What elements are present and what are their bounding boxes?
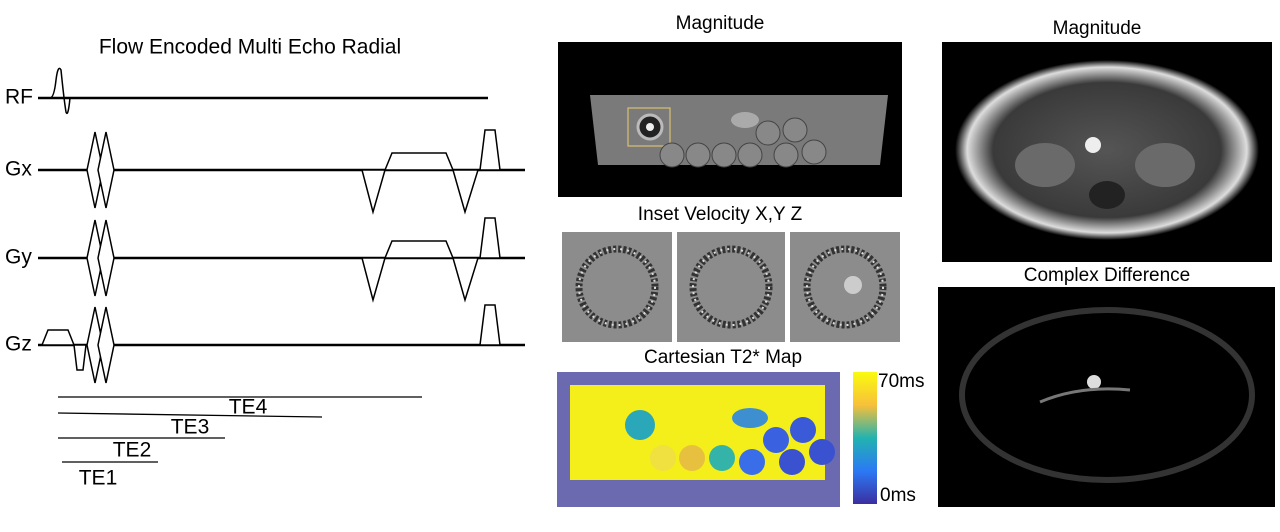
te-label: TE3 — [171, 416, 210, 439]
velocity-insets — [562, 232, 900, 342]
colorbar-label: 0ms — [880, 485, 916, 506]
te-label: TE2 — [113, 439, 152, 462]
image-title: Cartesian T2* Map — [644, 347, 802, 368]
colorbar — [853, 372, 877, 504]
gx-gradient — [38, 129, 525, 215]
gz-gradient — [38, 304, 525, 384]
axis-label: Gx — [5, 158, 32, 181]
image-title: Magnitude — [1053, 18, 1142, 39]
te-label: TE1 — [79, 467, 118, 490]
image-title: Magnitude — [676, 13, 765, 34]
t2-map — [557, 372, 840, 507]
gy-gradient — [38, 217, 525, 303]
abdomen-magnitude — [942, 42, 1272, 262]
image-title: Inset Velocity X,Y Z — [638, 204, 803, 225]
rf-pulse — [49, 67, 71, 115]
axis-label: RF — [5, 86, 33, 109]
complex-difference — [938, 287, 1275, 507]
echo-times: TE4 TE3 TE2 TE1 — [57, 396, 422, 490]
image-title: Complex Difference — [1024, 265, 1191, 286]
colorbar-label: 70ms — [878, 371, 924, 392]
phantom-images: Magnitude Inset Velocity X,Y Z Cartesian… — [557, 13, 924, 507]
pulse-sequence: Flow Encoded Multi Echo Radial RF Gx Gy … — [5, 36, 525, 490]
abdomen-images: Magnitude Complex Difference — [938, 18, 1275, 507]
sequence-title: Flow Encoded Multi Echo Radial — [99, 36, 401, 59]
te-label: TE4 — [229, 396, 268, 419]
phantom-magnitude — [558, 42, 902, 197]
axis-label: Gz — [5, 333, 32, 356]
axis-label: Gy — [5, 246, 32, 269]
